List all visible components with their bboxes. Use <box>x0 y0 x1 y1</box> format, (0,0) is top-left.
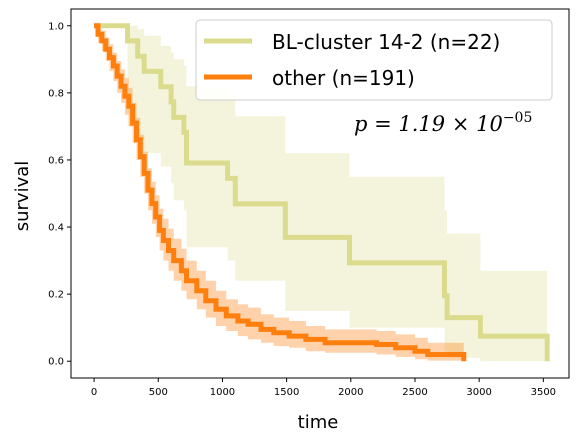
y-tick-label: 0.4 <box>48 223 64 234</box>
curve-other-n-191 <box>94 23 467 362</box>
ci-band-bl-cluster-14-2-n-22 <box>94 25 548 362</box>
x-tick-label: 2000 <box>338 387 363 398</box>
y-tick-label: 0.6 <box>48 155 64 166</box>
y-tick-label: 1.0 <box>48 21 64 32</box>
legend-label-bl-cluster: BL-cluster 14-2 (n=22) <box>272 30 500 54</box>
x-tick-label: 3000 <box>466 387 491 398</box>
p-value-text: p = 1.19 × 10 <box>354 112 503 136</box>
y-tick-label: 0.0 <box>48 357 64 368</box>
curve-bl-cluster-14-2-n-22 <box>94 23 550 362</box>
x-axis-ticks: 0 500 1000 1500 2000 2500 3000 3500 <box>91 378 556 398</box>
p-value-annotation: p = 1.19 × 10−05 <box>354 110 532 136</box>
y-axis-ticks: 0.0 0.2 0.4 0.6 0.8 1.0 <box>48 21 71 368</box>
y-axis-label: survival <box>12 161 33 232</box>
legend: BL-cluster 14-2 (n=22) other (n=191) <box>195 19 553 101</box>
x-tick-label: 1500 <box>274 387 299 398</box>
legend-box <box>195 19 553 101</box>
x-tick-label: 3500 <box>531 387 556 398</box>
survival-curves <box>94 23 550 362</box>
x-axis-label: time <box>298 412 339 433</box>
x-tick-label: 500 <box>149 387 168 398</box>
p-value-exponent: −05 <box>503 110 533 126</box>
x-tick-label: 0 <box>91 387 97 398</box>
y-tick-label: 0.2 <box>48 290 64 301</box>
y-tick-label: 0.8 <box>48 88 64 99</box>
legend-label-other: other (n=191) <box>272 66 415 90</box>
x-tick-label: 1000 <box>210 387 235 398</box>
x-tick-label: 2500 <box>402 387 427 398</box>
plot-frame <box>70 8 570 379</box>
